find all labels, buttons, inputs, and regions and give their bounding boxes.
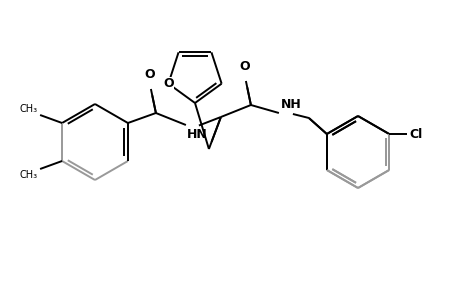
Text: CH₃: CH₃	[20, 170, 38, 180]
Text: Cl: Cl	[409, 128, 421, 140]
Text: O: O	[239, 60, 250, 73]
Text: O: O	[144, 68, 155, 81]
Text: NH: NH	[280, 98, 301, 111]
Text: CH₃: CH₃	[20, 104, 38, 114]
Text: O: O	[162, 77, 174, 90]
Text: HN: HN	[186, 128, 207, 141]
